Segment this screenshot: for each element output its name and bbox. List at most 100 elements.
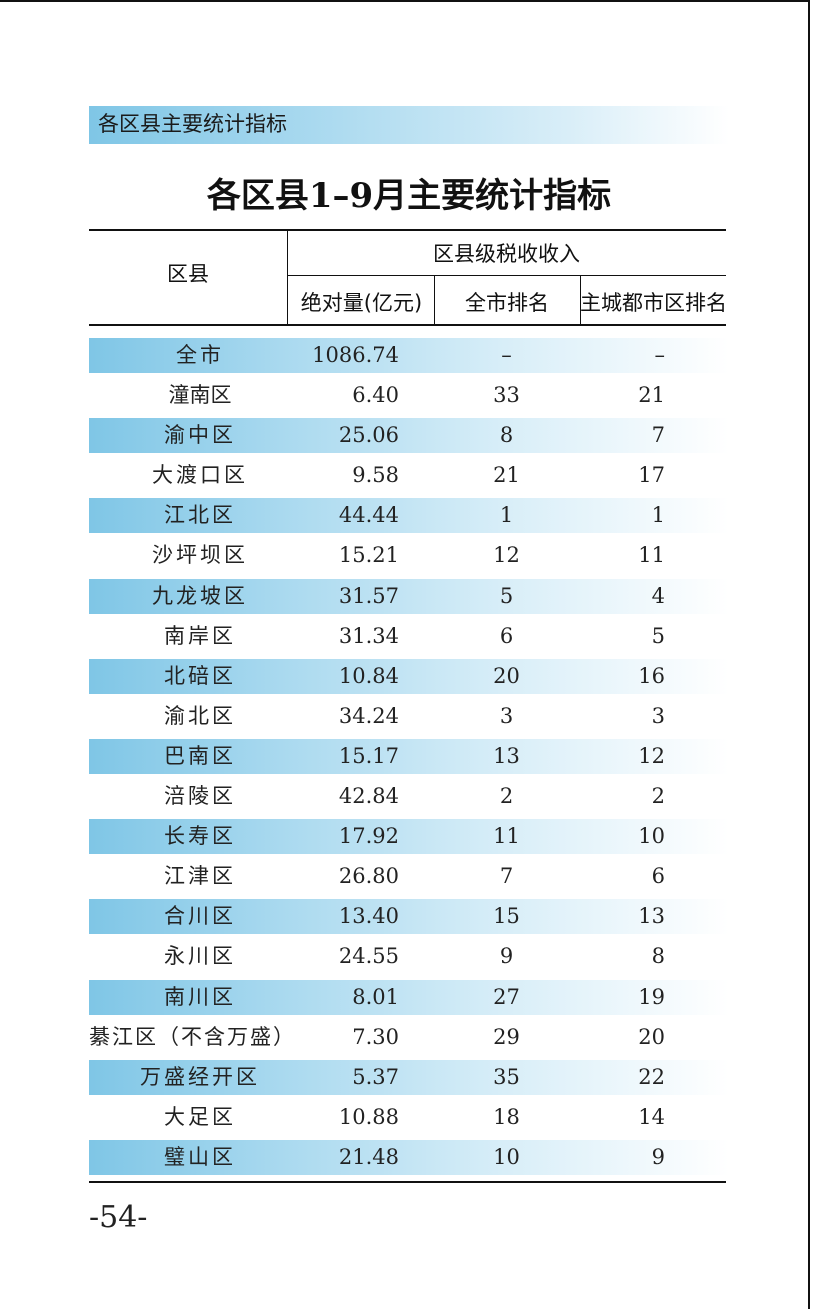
table-row: 渝中区 25.06 8 7 [89, 418, 729, 458]
table-row: 北碚区 10.84 20 16 [89, 658, 729, 699]
main-rank-value: 21 [638, 383, 665, 408]
main-rank-value: 6 [651, 864, 665, 889]
city-rank-value: 15 [493, 904, 520, 929]
city-rank-value: 6 [499, 623, 514, 648]
main-rank-value: 13 [638, 904, 665, 929]
main-rank-value: 3 [651, 703, 665, 728]
main-rank-value: 9 [651, 1144, 665, 1169]
main-rank-value: 11 [638, 543, 665, 568]
city-rank-value: 7 [499, 864, 514, 889]
tax-absolute-value: 15.17 [338, 743, 399, 768]
district-name: 南岸区 [164, 623, 236, 648]
city-rank-value: 8 [499, 423, 514, 448]
header-group-rule [287, 275, 726, 276]
city-rank-value: 27 [493, 984, 520, 1009]
row-highlight-band [89, 899, 729, 935]
main-rank-value: 14 [638, 1104, 665, 1129]
row-highlight-band [89, 498, 729, 534]
table-row: 九龙坡区 31.57 5 4 [89, 578, 729, 619]
table-row: 沙坪坝区 15.21 12 11 [89, 538, 729, 578]
main-rank-value: 8 [651, 944, 665, 969]
tax-absolute-value: 9.58 [352, 463, 399, 488]
city-rank-value: 12 [493, 543, 520, 568]
header-city-rank: 全市排名 [465, 291, 549, 315]
table-row: 南岸区 31.34 6 5 [89, 619, 729, 659]
main-rank-value: 17 [638, 463, 665, 488]
city-rank-value: 3 [499, 703, 514, 728]
city-rank-value: 21 [493, 463, 520, 488]
city-rank-value: 10 [493, 1144, 520, 1169]
table-row: 涪陵区 42.84 2 2 [89, 779, 729, 819]
city-rank-value: 35 [493, 1064, 520, 1089]
table-top-rule [89, 229, 726, 231]
main-rank-value: 16 [638, 663, 665, 688]
city-rank-value: 5 [499, 583, 514, 608]
district-name: 合川区 [164, 904, 236, 929]
tax-absolute-value: 44.44 [338, 503, 399, 528]
district-name: 全市 [176, 343, 224, 367]
tax-absolute-value: 17.92 [338, 824, 399, 849]
main-rank-value: 2 [651, 784, 665, 809]
tax-absolute-value: 24.55 [338, 944, 399, 969]
city-rank-value: 20 [493, 663, 520, 688]
table-row: 巴南区 15.17 13 12 [89, 738, 729, 779]
tax-absolute-value: 6.40 [352, 383, 399, 408]
table-row: 江津区 26.80 7 6 [89, 859, 729, 899]
header-bottom-rule [89, 324, 726, 326]
row-highlight-band [89, 1059, 729, 1095]
row-highlight-band [89, 338, 729, 373]
main-rank-value: 7 [651, 423, 665, 448]
district-name: 北碚区 [164, 663, 236, 688]
table-bottom-rule [89, 1181, 726, 1183]
table-title: 各区县1–9月主要统计指标 [206, 176, 612, 216]
tax-absolute-value: 7.30 [352, 1024, 399, 1049]
district-name: 渝北区 [164, 703, 236, 728]
main-rank-value: 4 [651, 583, 665, 608]
city-rank-value: 1 [499, 503, 514, 528]
tax-absolute-value: 10.84 [338, 663, 399, 688]
table-row: 南川区 8.01 27 19 [89, 979, 729, 1020]
tax-absolute-value: 25.06 [338, 423, 399, 448]
main-rank-value: – [654, 343, 666, 367]
tax-absolute-value: 1086.74 [312, 343, 399, 367]
row-highlight-band [89, 418, 729, 454]
main-rank-value: 22 [638, 1064, 665, 1089]
table-row: 璧山区 21.48 10 9 [89, 1139, 729, 1180]
table-row: 大渡口区 9.58 21 17 [89, 458, 729, 498]
table-row: 大足区 10.88 18 14 [89, 1100, 729, 1140]
district-name: 南川区 [164, 984, 236, 1009]
table-row: 潼南区 6.40 33 21 [89, 378, 729, 418]
city-rank-value: 18 [493, 1104, 520, 1129]
city-rank-value: – [501, 343, 512, 367]
city-rank-value: 2 [499, 784, 514, 809]
district-name: 长寿区 [164, 824, 236, 849]
city-rank-value: 29 [493, 1024, 520, 1049]
row-highlight-band [89, 979, 729, 1015]
table-row: 渝北区 34.24 3 3 [89, 699, 729, 739]
district-name: 沙坪坝区 [152, 543, 248, 568]
header-district: 区县 [167, 262, 209, 286]
header-divider-3 [580, 276, 581, 324]
row-highlight-band [89, 1139, 729, 1175]
table-row: 合川区 13.40 15 13 [89, 899, 729, 939]
tax-absolute-value: 13.40 [338, 904, 399, 929]
city-rank-value: 11 [493, 824, 520, 849]
tax-absolute-value: 21.48 [338, 1144, 399, 1169]
district-name: 万盛经开区 [140, 1064, 260, 1089]
header-tax-revenue: 区县级税收收入 [433, 242, 580, 266]
district-name: 潼南区 [168, 383, 232, 408]
city-rank-value: 33 [493, 383, 520, 408]
table-body: 全市 1086.74– – 潼南区 6.40 33 21 渝中区 25.06 8 7 大渡口区 9.58… [89, 338, 729, 1180]
main-rank-value: 12 [638, 743, 665, 768]
main-rank-value: 1 [651, 503, 665, 528]
header-main-rank: 主城都市区排名 [580, 291, 727, 315]
row-highlight-band [89, 819, 729, 855]
row-highlight-band [89, 658, 729, 694]
district-name: 渝中区 [164, 423, 236, 448]
tax-absolute-value: 26.80 [338, 864, 399, 889]
header-divider-1 [287, 231, 288, 324]
table-row: 江北区 44.44 1 1 [89, 498, 729, 538]
table-row: 长寿区 17.92 11 10 [89, 819, 729, 859]
district-name: 江津区 [164, 864, 236, 889]
tax-absolute-value: 34.24 [338, 703, 399, 728]
